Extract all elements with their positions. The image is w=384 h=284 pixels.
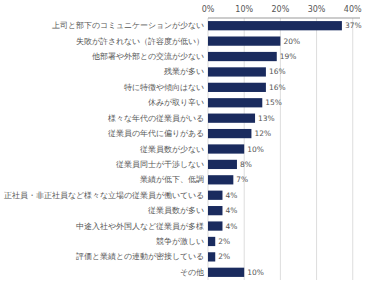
- bar: [208, 129, 251, 138]
- data-label: 16%: [269, 67, 286, 76]
- bar: [208, 160, 237, 169]
- grid-line: [352, 18, 353, 280]
- data-label: 19%: [280, 52, 297, 61]
- bar: [208, 175, 233, 184]
- category-label: 従業員の年代に偏りがある: [108, 129, 204, 138]
- data-label: 4%: [225, 206, 237, 215]
- bars: [208, 21, 342, 277]
- x-tick-label: 20%: [271, 5, 289, 14]
- category-label: 評価と業績との連動が密接している: [76, 252, 204, 261]
- category-label: 休みが取り辛い: [148, 98, 204, 107]
- x-tick-labels: 0% 10% 20% 30% 40%: [202, 5, 362, 14]
- bar: [208, 98, 262, 107]
- category-label: 正社員・非正社員など様々な立場の従業員が働いている: [4, 191, 204, 200]
- bar: [208, 52, 277, 61]
- category-label: 残業が多い: [164, 67, 204, 76]
- data-label: 10%: [247, 268, 264, 277]
- data-label: 13%: [258, 114, 275, 123]
- grid-line: [316, 18, 317, 280]
- data-label: 2%: [218, 237, 230, 246]
- category-label: その他: [180, 268, 204, 277]
- bar: [208, 144, 244, 153]
- bar: [208, 67, 266, 76]
- category-label: 従業員数が少ない: [140, 145, 204, 154]
- bar: [208, 268, 244, 277]
- x-axis-line: [208, 18, 360, 19]
- bar: [208, 221, 222, 230]
- bar: [208, 237, 215, 246]
- category-label: 中途入社や外国人など従業員が多様: [76, 222, 204, 231]
- data-label: 7%: [236, 175, 248, 184]
- category-label: 他部署や外部との交流が少ない: [92, 52, 204, 61]
- data-label: 8%: [240, 160, 252, 169]
- bar: [208, 206, 222, 215]
- chart: 上司と部下のコミュニケーションが少ない失敗が許されない（許容度が低い） 他部署や外…: [0, 0, 384, 284]
- x-tick-label: 30%: [308, 5, 326, 14]
- category-label: 様々な年代の従業員がいる: [108, 114, 204, 123]
- data-labels: 37% 20% 19% 16% 16% 15% 13% 12% 10% 8% 7% 4% 4% 4% 2% 2…: [218, 21, 361, 277]
- data-label: 15%: [265, 98, 282, 107]
- data-label: 2%: [218, 252, 230, 261]
- x-tick-label: 40%: [344, 5, 362, 14]
- bar: [208, 21, 342, 30]
- data-label: 20%: [283, 37, 300, 46]
- bar: [208, 191, 222, 200]
- category-label: 業績が低下、低調: [140, 175, 204, 184]
- x-tick-label: 10%: [235, 5, 253, 14]
- category-label: 従業員数が多い: [148, 206, 204, 215]
- data-label: 4%: [225, 222, 237, 231]
- data-label: 12%: [254, 129, 271, 138]
- bar: [208, 36, 280, 45]
- category-label: 従業員同士が干渉しない: [116, 160, 204, 169]
- data-label: 16%: [269, 83, 286, 92]
- bar: [208, 252, 215, 261]
- category-label: 競争が激しい: [156, 237, 204, 246]
- category-label: 上司と部下のコミュニケーションが少ない: [52, 21, 204, 30]
- data-label: 37%: [345, 21, 362, 30]
- category-label: 特に特徴や傾向はない: [124, 83, 204, 92]
- grid: [208, 18, 353, 280]
- category-label: 失敗が許されない（許容度が低い）: [76, 37, 204, 46]
- data-label: 10%: [247, 145, 264, 154]
- bar: [208, 83, 266, 92]
- bar: [208, 114, 255, 123]
- x-tick-label: 0%: [202, 5, 215, 14]
- category-labels: 上司と部下のコミュニケーションが少ない失敗が許されない（許容度が低い） 他部署や外…: [4, 21, 204, 277]
- data-label: 4%: [225, 191, 237, 200]
